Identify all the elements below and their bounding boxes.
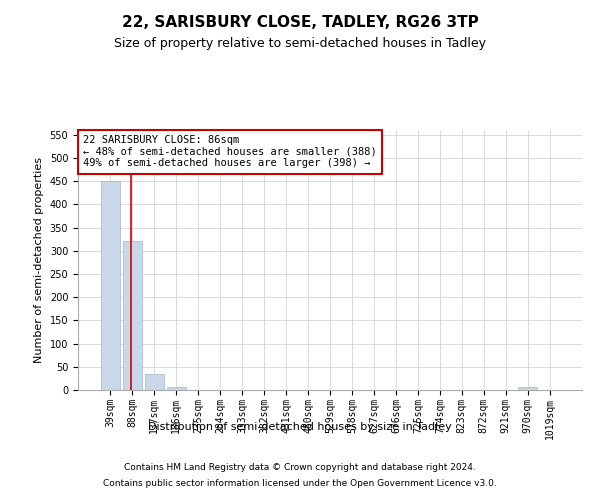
Text: Contains HM Land Registry data © Crown copyright and database right 2024.: Contains HM Land Registry data © Crown c… [124, 464, 476, 472]
Text: Size of property relative to semi-detached houses in Tadley: Size of property relative to semi-detach… [114, 38, 486, 51]
Text: 22, SARISBURY CLOSE, TADLEY, RG26 3TP: 22, SARISBURY CLOSE, TADLEY, RG26 3TP [122, 15, 478, 30]
Bar [145, 374, 164, 390]
Text: Contains public sector information licensed under the Open Government Licence v3: Contains public sector information licen… [103, 478, 497, 488]
Bar [518, 387, 537, 390]
Bar [101, 181, 119, 390]
Text: Distribution of semi-detached houses by size in Tadley: Distribution of semi-detached houses by … [148, 422, 452, 432]
Text: 22 SARISBURY CLOSE: 86sqm
← 48% of semi-detached houses are smaller (388)
49% of: 22 SARISBURY CLOSE: 86sqm ← 48% of semi-… [83, 135, 377, 168]
Bar [123, 240, 142, 390]
Y-axis label: Number of semi-detached properties: Number of semi-detached properties [34, 157, 44, 363]
Bar [167, 387, 185, 390]
